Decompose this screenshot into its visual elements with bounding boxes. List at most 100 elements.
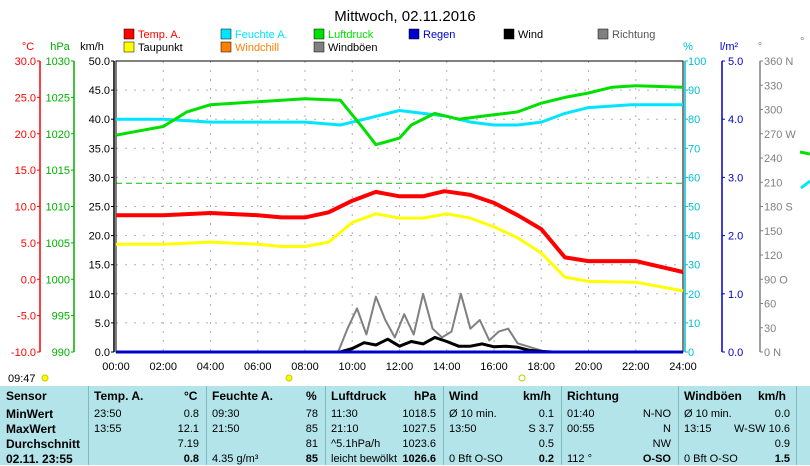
stat-wind: 0.2 — [538, 453, 554, 465]
tick-wind: 5.0 — [95, 318, 110, 330]
stat-hum-time: 21:50 — [212, 423, 240, 435]
stat-hum-time: 4.35 g/m³ — [212, 453, 259, 465]
chart-legend: Temp. A. Feuchte A. Luftdruck Regen Wind Rich… — [123, 28, 655, 54]
stat-temp: 7.19 — [177, 438, 199, 450]
legend-orange-square-icon — [220, 41, 232, 53]
tick-direction: 270 W — [764, 129, 796, 141]
stat-dir: N-NO — [642, 408, 671, 420]
tick-wind: 0.0 — [95, 347, 110, 359]
tick-temp: 20.0 — [15, 129, 36, 141]
series-line-windb-en — [116, 292, 683, 353]
stat-wind-desc: 0 Bft O-SO — [449, 453, 503, 465]
stat-wind-desc: Ø 10 min. — [449, 408, 497, 420]
tick-pressure: 1030 — [46, 56, 70, 68]
legend-label-1: Feuchte A. — [235, 29, 288, 41]
legend-gray-square-icon — [313, 41, 325, 53]
tick-direction: 30 — [764, 323, 776, 335]
legend-label-5: Richtung — [612, 29, 655, 41]
stat-label: 02.11. 23:55 — [6, 452, 73, 466]
right-edge-partial-chart: ° — [799, 36, 810, 190]
legend-green-square-icon — [313, 28, 325, 40]
stat-press: 1026.6 — [402, 453, 436, 465]
tick-pressure: 1015 — [46, 165, 70, 177]
tick-time: 00:00 — [102, 361, 130, 373]
stat-gust-desc: 0 Bft O-SO — [684, 453, 738, 465]
stat-temp: 0.8 — [183, 453, 199, 465]
tick-direction: 210 — [764, 177, 782, 189]
stat-temp: 12.1 — [177, 423, 199, 435]
stat-press: 1027.5 — [402, 423, 436, 435]
tick-direction: 300 — [764, 105, 782, 117]
tick-humidity: 100 — [688, 56, 706, 68]
tick-pressure: 1010 — [46, 202, 70, 214]
stat-dir: N — [663, 423, 671, 435]
legend-label-8: Windböen — [328, 42, 378, 54]
stat-dir: NW — [652, 438, 671, 450]
tick-wind: 40.0 — [89, 114, 110, 126]
stat-press: 1018.5 — [402, 408, 436, 420]
legend-label-3: Regen — [423, 29, 455, 41]
tick-humidity: 60 — [688, 172, 700, 184]
stat-hum: 85 — [305, 453, 318, 465]
tick-rain: 3.0 — [728, 172, 743, 184]
tick-time: 04:00 — [197, 361, 225, 373]
tick-wind: 30.0 — [89, 172, 110, 184]
legend-red-square-icon — [123, 28, 135, 40]
tick-time: 02:00 — [149, 361, 177, 373]
tick-wind: 10.0 — [89, 289, 110, 301]
stat-wind: S 3.7 — [528, 423, 554, 435]
legend-gray-square-icon — [597, 28, 609, 40]
tick-time: 06:00 — [244, 361, 272, 373]
legend-label-2: Luftdruck — [328, 29, 374, 41]
header-sensor: Sensor — [6, 389, 47, 403]
stat-temp-time: 13:55 — [94, 423, 122, 435]
tick-direction: 0 N — [764, 347, 781, 359]
tick-direction: 180 S — [764, 202, 793, 214]
stat-press-time: 21:10 — [331, 423, 359, 435]
header-pressure: Luftdruck — [331, 389, 387, 403]
unit-wind: km/h — [80, 41, 104, 53]
tick-rain: 0.0 — [728, 347, 743, 359]
tick-wind: 45.0 — [89, 85, 110, 97]
tick-temp: 30.0 — [15, 56, 36, 68]
header-wind-unit: km/h — [523, 389, 552, 403]
stat-press: 1023.6 — [402, 438, 436, 450]
tick-pressure: 990 — [52, 347, 70, 359]
stat-dir-time: 00:55 — [567, 423, 595, 435]
stat-temp-time: 23:50 — [94, 408, 122, 420]
header-humidity: Feuchte A. — [212, 389, 273, 403]
series-line-wind — [116, 335, 683, 354]
stat-label: MinWert — [6, 407, 54, 421]
legend-yellow-square-icon — [123, 41, 135, 53]
stat-gust-desc: Ø 10 min. — [684, 408, 732, 420]
tick-rain: 4.0 — [728, 114, 743, 126]
tick-temp: 25.0 — [15, 92, 36, 104]
header-gusts: Windböen — [684, 389, 742, 403]
tick-temp: 10.0 — [15, 202, 36, 214]
stat-hum: 78 — [305, 408, 318, 420]
tick-time: 20:00 — [575, 361, 603, 373]
chart-title: Mittwoch, 02.11.2016 — [334, 8, 475, 25]
tick-direction: 360 N — [764, 56, 793, 68]
chart-grid — [115, 60, 684, 353]
tick-wind: 15.0 — [89, 260, 110, 272]
stat-press-time: 11:30 — [331, 408, 358, 420]
statistics-table: Sensor Temp. A. °C Feuchte A. % Luftdruc… — [0, 386, 810, 466]
stat-gust: W-SW 10.6 — [733, 423, 790, 435]
legend-label-6: Taupunkt — [138, 42, 183, 54]
stat-label: Durchschnitt — [6, 437, 81, 451]
tick-wind: 25.0 — [89, 202, 110, 214]
stat-hum: 81 — [305, 438, 318, 450]
stat-hum-time: 09:30 — [212, 408, 240, 420]
header-pressure-unit: hPa — [414, 389, 437, 403]
legend-blue-square-icon — [408, 28, 420, 40]
chart-axes: 30.025.020.015.010.05.00.0-5.0-10.010301… — [11, 56, 796, 373]
stat-gust-desc: 13:15 — [684, 423, 712, 435]
tick-pressure: 1000 — [46, 274, 70, 286]
stat-gust: 1.5 — [774, 453, 790, 465]
stat-wind-desc: 13:50 — [449, 423, 477, 435]
legend-cyan-square-icon — [220, 28, 232, 40]
tick-direction: 240 — [764, 153, 782, 165]
tick-time: 14:00 — [433, 361, 461, 373]
series-line-temp-a- — [116, 189, 684, 274]
